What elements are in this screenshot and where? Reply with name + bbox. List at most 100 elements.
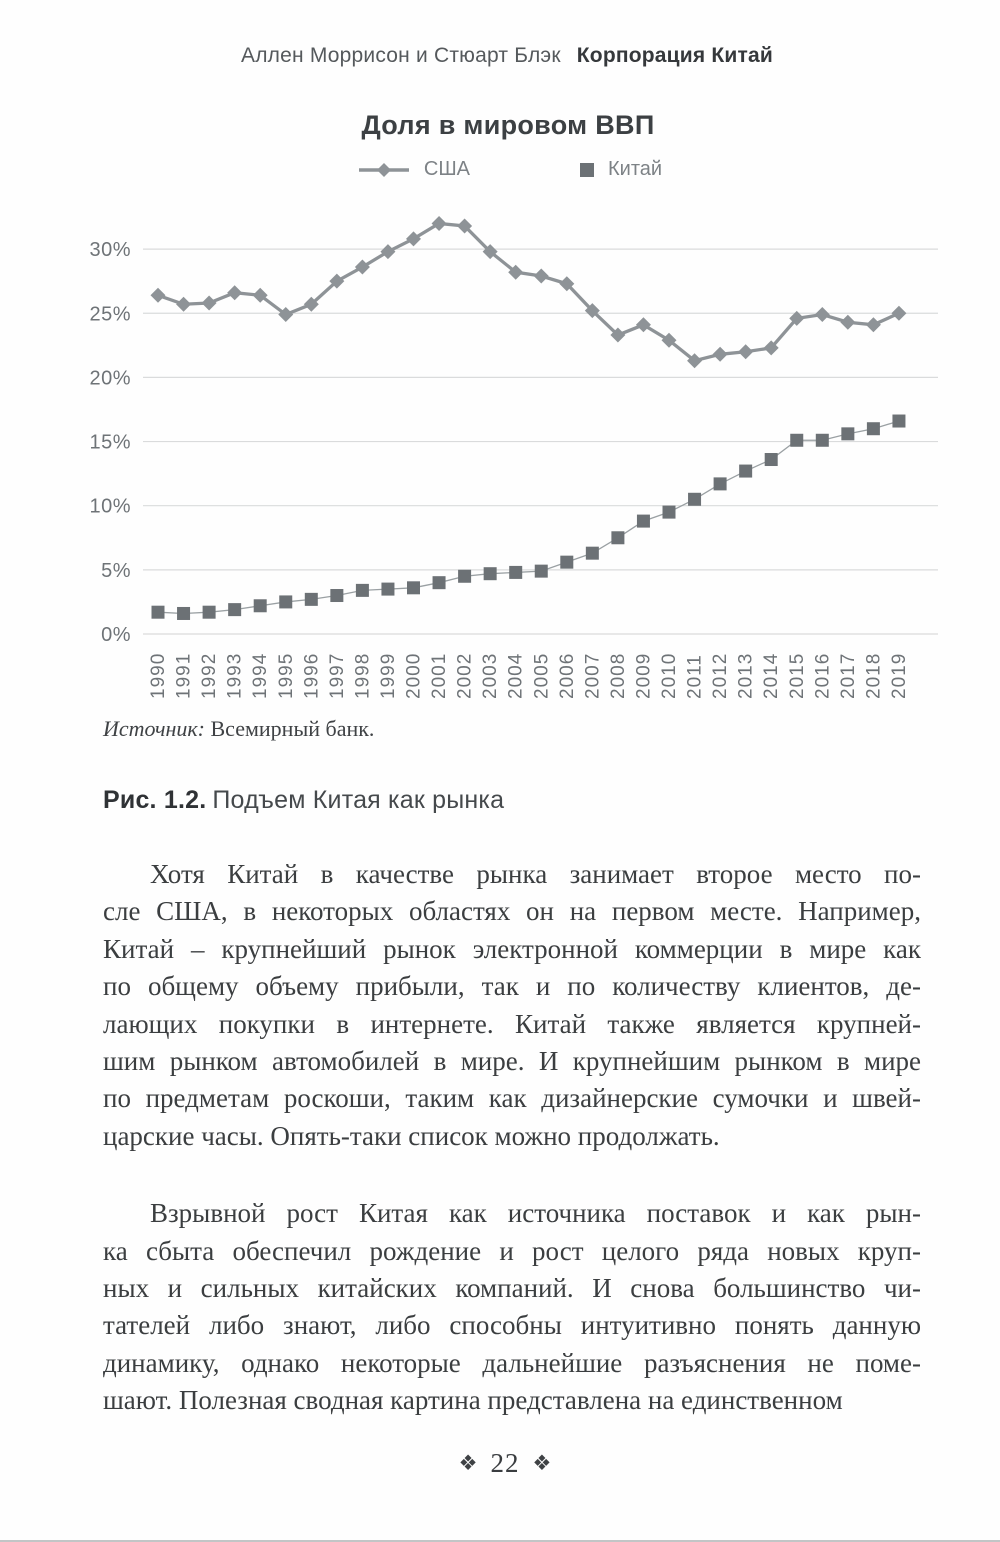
china-series-line <box>157 420 900 615</box>
text-line: ка сбыта обеспечил рождение и рост целог… <box>103 1235 921 1266</box>
x-axis-tick-label: 2018 <box>863 653 884 699</box>
china-data-point <box>790 433 804 447</box>
x-axis-tick-label: 1998 <box>352 653 373 699</box>
usa-data-point <box>508 264 524 280</box>
x-axis-tick-label: 2013 <box>736 653 757 699</box>
china-data-point <box>815 433 829 447</box>
china-data-point <box>534 564 548 578</box>
usa-data-point <box>227 285 243 301</box>
text-line: Взрывной рост Китая как источника постав… <box>150 1198 921 1229</box>
x-axis-tick-label: 2003 <box>480 653 501 699</box>
usa-data-point <box>150 287 166 303</box>
china-data-point <box>483 567 497 581</box>
text-line: сле США, в некоторых областях он на перв… <box>103 896 921 927</box>
x-axis-tick-label: 2004 <box>506 653 527 699</box>
china-data-point <box>458 569 472 583</box>
china-data-point <box>866 422 880 436</box>
x-axis-tick-label: 2017 <box>838 653 859 699</box>
legend-item-china: Китай <box>580 158 662 181</box>
x-axis-tick-label: 2009 <box>633 653 654 699</box>
usa-data-point <box>354 259 370 275</box>
usa-data-point <box>635 317 651 333</box>
usa-data-point <box>763 340 779 356</box>
china-data-point <box>432 576 446 590</box>
usa-data-point <box>329 273 345 289</box>
china-data-point <box>892 414 906 428</box>
usa-data-point <box>457 218 473 234</box>
chart-source-note: Источник: Всемирный банк. <box>103 716 374 742</box>
text-line: лающих покупки в интернете. Китай также … <box>103 1008 921 1039</box>
y-axis-tick-label: 25% <box>89 303 131 325</box>
china-data-point <box>662 505 676 519</box>
usa-data-point <box>406 231 421 247</box>
usa-data-point <box>252 287 268 303</box>
china-data-point <box>330 589 344 603</box>
china-data-point <box>253 599 267 613</box>
chart-title: Доля в мировом ВВП <box>361 110 655 140</box>
china-data-point <box>151 605 165 619</box>
china-data-point <box>279 595 293 609</box>
header-book-title: Корпорация Китай <box>576 44 773 67</box>
usa-data-point <box>840 314 856 330</box>
china-data-point <box>764 453 778 467</box>
page-edge-line <box>0 1540 1000 1542</box>
usa-data-point <box>687 353 703 369</box>
ornament-left-icon: ❖ <box>458 1451 478 1475</box>
usa-data-point <box>610 327 626 343</box>
china-data-point <box>304 592 318 606</box>
x-axis-tick-label: 2011 <box>685 654 706 699</box>
text-line: Хотя Китай в качестве рынка занимает вто… <box>150 859 921 889</box>
usa-data-point <box>661 332 677 348</box>
china-data-point <box>739 464 753 478</box>
y-axis-tick-label: 5% <box>101 560 131 582</box>
usa-data-point <box>533 268 549 284</box>
usa-data-point <box>303 296 319 312</box>
china-data-point <box>841 427 855 441</box>
text-line: царские часы. Опять-таки список можно пр… <box>103 1120 720 1151</box>
page-number: 22 <box>490 1448 520 1478</box>
china-data-point <box>713 477 727 491</box>
x-axis-tick-label: 1993 <box>225 653 246 699</box>
usa-data-point <box>865 317 881 333</box>
text-line: шим рынком автомобилей в мире. И крупней… <box>103 1046 921 1077</box>
x-axis-tick-label: 1990 <box>148 653 169 699</box>
x-axis-tick-label: 2016 <box>812 653 833 699</box>
page-footer: ❖ 22 ❖ <box>0 1448 1000 1479</box>
line-diamond-marker-icon <box>358 162 409 177</box>
china-data-point <box>688 492 702 506</box>
source-text: Всемирный банк. <box>210 716 375 741</box>
square-marker-icon <box>580 162 595 177</box>
usa-data-point <box>584 303 600 319</box>
y-axis-tick-label: 15% <box>89 432 131 454</box>
x-axis-tick-label: 2008 <box>608 653 629 699</box>
body-text: Хотя Китай в качестве рынка занимает вто… <box>103 856 921 1420</box>
x-axis-tick-label: 2006 <box>557 653 578 699</box>
text-line: по предметам роскоши, таким как дизайнер… <box>103 1083 921 1114</box>
ornament-right-icon: ❖ <box>532 1451 552 1475</box>
running-header: Аллен Моррисон и Стюарт Блэк Корпорация … <box>0 44 1000 68</box>
x-axis-tick-label: 2012 <box>710 653 731 699</box>
usa-data-point <box>559 276 575 292</box>
x-axis-tick-label: 1992 <box>199 653 220 699</box>
china-data-point <box>177 606 191 620</box>
paragraph-2: Взрывной рост Китая как источника постав… <box>103 1195 921 1419</box>
usa-data-point <box>201 295 217 311</box>
legend-label-china: Китай <box>608 158 663 180</box>
y-axis-tick-label: 30% <box>89 239 131 261</box>
usa-data-point <box>738 344 754 360</box>
x-axis-tick-label: 2001 <box>429 653 450 699</box>
text-line: тателей либо знают, либо способны интуит… <box>103 1310 921 1341</box>
figure-caption: Рис. 1.2. Подъем Китая как рынка <box>103 786 504 815</box>
china-data-point <box>228 603 242 617</box>
header-authors: Аллен Моррисон и Стюарт Блэк <box>241 44 561 67</box>
x-axis-tick-label: 1999 <box>378 653 399 699</box>
usa-data-point <box>431 215 447 231</box>
usa-data-point <box>176 296 192 312</box>
x-axis-tick-label: 2010 <box>659 653 680 699</box>
chart-legend: США Китай <box>0 158 1000 181</box>
x-axis-tick-label: 2015 <box>787 653 808 699</box>
text-line: ных и сильных китайских компаний. И снов… <box>103 1273 921 1304</box>
x-axis-tick-label: 1991 <box>174 653 195 699</box>
